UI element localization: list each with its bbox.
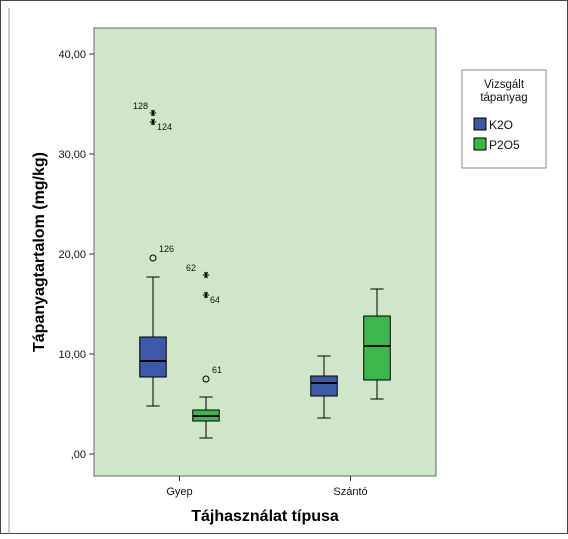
y-axis: ,00 10,00 20,00 30,00 40,00: [58, 49, 94, 461]
legend-swatch-P2O5: [473, 137, 487, 151]
x-axis-title: Tájhasználat típusa: [191, 508, 339, 525]
iqr-box: [139, 336, 167, 378]
y-tick-label: 40,00: [58, 49, 86, 61]
outlier-star-marker: [149, 109, 157, 117]
outlier-star-marker: [202, 291, 210, 299]
box-group: 126 128 124 61 62 64: [133, 101, 391, 439]
outlier-label: 62: [186, 263, 196, 273]
x-tick-label: Szántó: [333, 486, 367, 498]
box-P2O5-Gyep: 61 62 64: [186, 263, 222, 439]
y-tick-label: 10,00: [58, 349, 86, 361]
outlier-label: 124: [157, 122, 172, 132]
box-K2O-Szántó: [310, 355, 338, 419]
legend-label-K2O: K2O: [489, 118, 513, 132]
legend-swatch-K2O: [473, 117, 487, 131]
plot-area: [93, 27, 437, 477]
y-axis-title: Tápanyagtartalom (mg/kg): [31, 152, 48, 352]
outlier-label: 61: [212, 365, 222, 375]
y-tick-label: ,00: [71, 449, 86, 461]
legend-title-line: Vizsgált: [484, 79, 525, 91]
y-tick-label: 20,00: [58, 249, 86, 261]
box-K2O-Gyep: 126 128 124: [133, 101, 174, 407]
outlier-star-marker: [149, 118, 157, 126]
legend-title-line: tápanyag: [480, 92, 527, 104]
outlier-label: 64: [210, 295, 220, 305]
x-axis: Gyep Szántó: [166, 476, 368, 498]
y-tick-label: 30,00: [58, 149, 86, 161]
outlier-label: 128: [133, 101, 148, 111]
x-tick-label: Gyep: [166, 486, 192, 498]
iqr-box: [363, 315, 391, 381]
box-P2O5-Szántó: [363, 288, 391, 400]
outlier-circle-marker: [202, 375, 210, 383]
outlier-star-marker: [202, 271, 210, 279]
outlier-label: 126: [159, 244, 174, 254]
iqr-box: [310, 375, 338, 397]
outlier-circle-marker: [149, 254, 157, 262]
legend-label-P2O5: P2O5: [489, 138, 520, 152]
